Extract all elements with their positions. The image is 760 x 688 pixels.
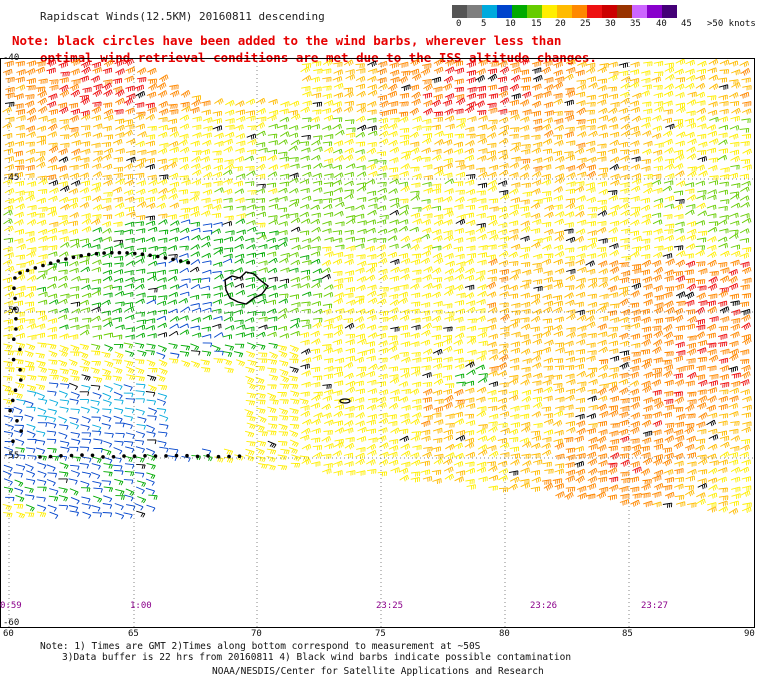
kerguelen-island-outline	[224, 271, 269, 305]
scale-swatch	[482, 5, 497, 18]
pass-time-label: 0:59	[0, 601, 22, 611]
scale-swatch	[497, 5, 512, 18]
scale-label: 20	[555, 19, 566, 29]
scale-swatch	[602, 5, 617, 18]
wind-barb-map	[0, 58, 755, 628]
scale-swatch	[572, 5, 587, 18]
scale-swatch	[662, 5, 677, 18]
scale-label: >50 knots	[707, 19, 756, 29]
lat-lon-grid	[0, 58, 755, 628]
latitude-label: -45	[3, 173, 20, 183]
pass-time-label: 23:26	[530, 601, 558, 611]
longitude-label: 85	[622, 629, 633, 639]
longitude-label: 80	[499, 629, 510, 639]
scale-swatch	[452, 5, 467, 18]
scale-label: 25	[580, 19, 591, 29]
footer-note-line-2: 3)Data buffer is 22 hrs from 20160811 4)…	[62, 652, 572, 663]
map-title: Rapidscat Winds(12.5KM) 20160811 descend…	[40, 10, 325, 23]
latitude-label: -60	[3, 618, 20, 628]
scale-swatch	[557, 5, 572, 18]
scale-label: 40	[656, 19, 667, 29]
scale-label: 10	[505, 19, 516, 29]
scale-swatch	[527, 5, 542, 18]
footer-credit: NOAA/NESDIS/Center for Satellite Applica…	[212, 666, 544, 677]
scale-swatch	[467, 5, 482, 18]
scale-swatch	[647, 5, 662, 18]
scale-swatch	[542, 5, 557, 18]
wind-speed-color-scale	[452, 5, 677, 19]
scale-label: 15	[531, 19, 542, 29]
longitude-label: 90	[744, 629, 755, 639]
latitude-label: -50	[3, 306, 20, 316]
longitude-label: 75	[375, 629, 386, 639]
wind-barbs	[2, 58, 752, 520]
longitude-label: 60	[3, 629, 14, 639]
pass-time-label: 23:27	[641, 601, 669, 611]
pass-time-label: 23:25	[376, 601, 404, 611]
scale-swatch	[512, 5, 527, 18]
heard-island-outline	[339, 398, 351, 404]
footer-note-line-1: Note: 1) Times are GMT 2)Times along bot…	[40, 641, 481, 652]
longitude-label: 70	[251, 629, 262, 639]
scale-label: 5	[481, 19, 487, 29]
latitude-label: -40	[3, 53, 20, 63]
contamination-note-line-1: Note: black circles have been added to t…	[12, 33, 562, 48]
scale-label: 30	[605, 19, 616, 29]
scale-label: 0	[456, 19, 462, 29]
longitude-label: 65	[128, 629, 139, 639]
latitude-label: -55	[3, 451, 20, 461]
scale-label: 35	[630, 19, 641, 29]
scale-swatch	[617, 5, 632, 18]
scale-label: 45	[681, 19, 692, 29]
scale-swatch	[587, 5, 602, 18]
pass-time-label: 1:00	[130, 601, 152, 611]
scale-swatch	[632, 5, 647, 18]
map-frame	[0, 58, 755, 628]
